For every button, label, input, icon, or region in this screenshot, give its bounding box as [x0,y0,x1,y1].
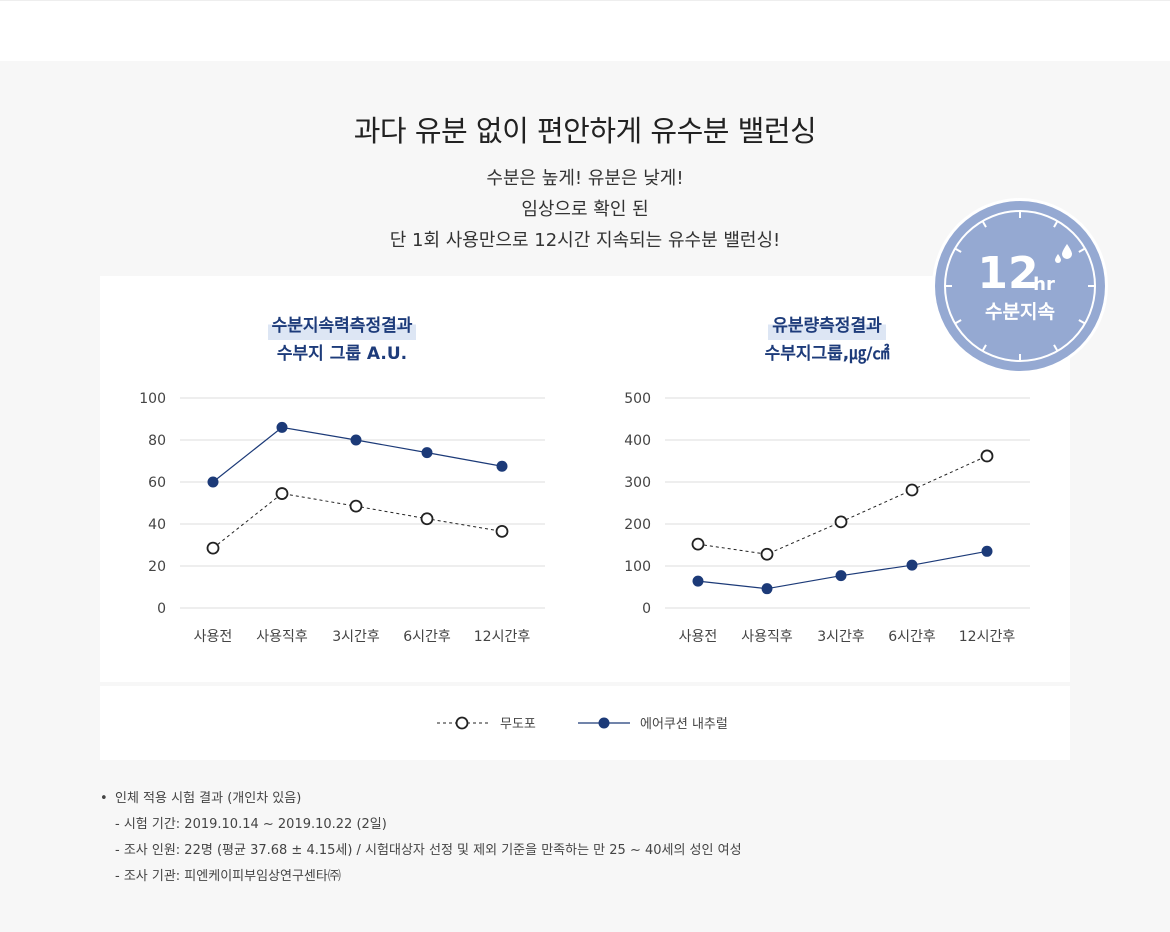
moisture-line-chart: 0 20 40 60 80 100 사용전 사용직후 3시간후 6시간후 12시간후 [139,391,545,645]
chart2-ytick-label: 200 [624,517,651,533]
notes-title: 인체 적용 시험 결과 (개인차 있음) [115,791,302,806]
notes-bullet: • [100,791,108,806]
chart2-xtick-label: 6시간후 [888,629,936,645]
test-notes: • 인체 적용 시험 결과 (개인차 있음) - 시험 기간: 2019.10.… [100,786,742,890]
badge-label: 수분지속 [985,301,1055,323]
chart2-subtitle: 수부지그룹,㎍/㎠ [764,344,890,364]
badge-number: 12 [977,248,1038,299]
chart2-series1-point [980,449,994,463]
legend-label-product: 에어쿠션 내추럴 [640,717,728,732]
chart1-xtick-label: 사용직후 [256,629,308,645]
chart2-ytick-label: 300 [624,475,651,491]
chart2-xtick-label: 사용전 [679,629,718,645]
chart2-xtick-label: 사용직후 [741,629,793,645]
badge-circle: 12 hr 수분지속 [932,198,1108,374]
chart1-xtick-label: 6시간후 [403,629,451,645]
legend-filled-marker [598,717,610,729]
legend-open-marker [455,716,469,730]
chart2-title-block: 유분량측정결과 수부지그룹,㎍/㎠ [677,312,977,368]
chart2-ytick-label: 500 [624,391,651,407]
notes-subjects: - 조사 인원: 22명 (평균 37.68 ± 4.15세) / 시험대상자 … [115,843,742,858]
chart1-series2-point [350,434,362,446]
chart1-series2-point [421,447,433,459]
chart1-series1-point [349,499,363,513]
water-drop-icon [1062,244,1072,259]
notes-period: - 시험 기간: 2019.10.14 ~ 2019.10.22 (2일) [115,817,387,832]
chart2-xtick-label: 3시간후 [817,629,865,645]
legend-label-untreated: 무도포 [500,717,536,732]
chart1-xtick-label: 3시간후 [332,629,380,645]
chart2-series1-point [834,515,848,529]
chart2-series1-point [905,483,919,497]
chart1-subtitle: 수부지 그룹 A.U. [276,344,408,364]
oil-line-chart: 0 100 200 300 400 500 사용전 사용직후 3시간후 6시간후 12시간후 [624,391,1030,645]
legend-item-product: 에어쿠션 내추럴 [578,717,728,732]
chart2-ytick-label: 0 [642,601,651,617]
chart1-series2-point [496,460,508,472]
chart1-series2-point [276,421,288,433]
legend-item-untreated: 무도포 [437,716,536,732]
chart1-series1-point [275,487,289,500]
chart1-series1-point [206,541,220,555]
subtitle-line-3: 단 1회 사용만으로 12시간 지속되는 유수분 밸런싱! [389,230,781,251]
chart1-series1-point [495,524,509,538]
chart1-ytick-label: 0 [157,601,166,617]
subtitle-line-1: 수분은 높게! 유분은 낮게! [486,168,684,189]
chart2-series-line-2 [697,550,988,590]
chart1-series2-point [207,476,219,488]
chart2-series2-point [906,559,918,571]
chart1-ytick-label: 20 [148,559,166,575]
chart1-ytick-label: 80 [148,433,166,449]
chart1-xtick-label: 사용전 [194,629,233,645]
chart2-series1-point [760,547,774,561]
chart2-series2-point [692,575,704,587]
chart2-title: 유분량측정결과 [768,312,886,340]
chart1-xtick-label: 12시간후 [474,629,531,645]
chart1-title-block: 수분지속력측정결과 수부지 그룹 A.U. [192,312,492,368]
chart2-xtick-label: 12시간후 [959,629,1016,645]
water-drop-small-icon [1055,254,1061,263]
chart2-series1-point [691,537,705,551]
chart1-series1-point [420,512,434,526]
12hr-badge: 12 hr 수분지속 [930,196,1110,376]
subtitle-line-2: 임상으로 확인 된 [521,199,649,220]
legend-svg: 무도포 에어쿠션 내추럴 [437,716,728,732]
chart1-ytick-label: 40 [148,517,166,533]
chart2-series2-point [981,545,993,557]
chart-legend: 무도포 에어쿠션 내추럴 [100,686,1070,760]
chart1-ytick-label: 100 [139,391,166,407]
badge-unit: hr [1033,274,1055,295]
chart1-title: 수분지속력측정결과 [267,312,417,340]
chart2-series-line-1 [697,455,988,555]
chart2-series2-point [835,570,847,582]
chart-panel [100,276,1070,682]
chart2-ytick-label: 400 [624,433,651,449]
chart1-ytick-label: 60 [148,475,166,491]
chart2-series2-point [761,583,773,595]
page-headline: 과다 유분 없이 편안하게 유수분 밸런싱 [353,114,817,148]
chart2-ytick-label: 100 [624,559,651,575]
notes-institute: - 조사 기관: 피엔케이피부임상연구센타㈜ [115,869,341,884]
top-divider [0,0,1170,1]
